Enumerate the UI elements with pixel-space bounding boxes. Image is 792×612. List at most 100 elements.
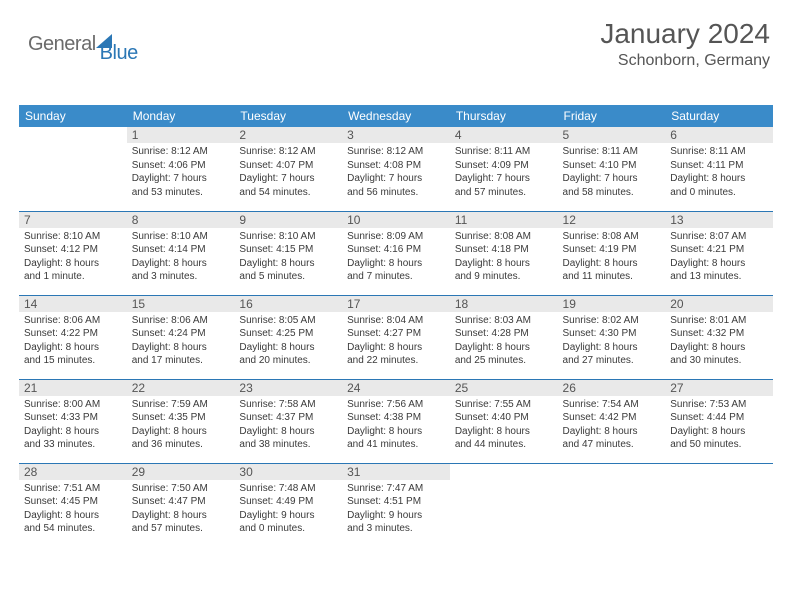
calendar-day-cell: 4Sunrise: 8:11 AMSunset: 4:09 PMDaylight… bbox=[450, 127, 558, 211]
day-number: 27 bbox=[665, 380, 773, 396]
day-detail-line: Sunset: 4:44 PM bbox=[670, 411, 768, 425]
day-detail-line: and 30 minutes. bbox=[670, 354, 768, 368]
day-number: 20 bbox=[665, 296, 773, 312]
calendar-day-cell: 21Sunrise: 8:00 AMSunset: 4:33 PMDayligh… bbox=[19, 379, 127, 463]
day-detail-line: Sunset: 4:06 PM bbox=[132, 159, 230, 173]
day-detail-line: Daylight: 8 hours bbox=[24, 509, 122, 523]
day-detail-line: Sunset: 4:37 PM bbox=[239, 411, 337, 425]
day-number: 9 bbox=[234, 212, 342, 228]
day-number: 8 bbox=[127, 212, 235, 228]
calendar-week-row: 28Sunrise: 7:51 AMSunset: 4:45 PMDayligh… bbox=[19, 463, 773, 547]
day-detail-line: and 54 minutes. bbox=[239, 186, 337, 200]
day-detail-line: Sunset: 4:30 PM bbox=[563, 327, 661, 341]
day-details: Sunrise: 7:53 AMSunset: 4:44 PMDaylight:… bbox=[665, 396, 773, 456]
weekday-header: Friday bbox=[558, 105, 666, 127]
day-detail-line: Sunrise: 8:01 AM bbox=[670, 314, 768, 328]
day-detail-line: Daylight: 9 hours bbox=[239, 509, 337, 523]
day-detail-line: and 41 minutes. bbox=[347, 438, 445, 452]
day-details: Sunrise: 8:03 AMSunset: 4:28 PMDaylight:… bbox=[450, 312, 558, 372]
day-detail-line: Sunset: 4:35 PM bbox=[132, 411, 230, 425]
day-detail-line: and 58 minutes. bbox=[563, 186, 661, 200]
day-detail-line: Sunrise: 7:54 AM bbox=[563, 398, 661, 412]
day-detail-line: Sunset: 4:09 PM bbox=[455, 159, 553, 173]
day-detail-line: and 5 minutes. bbox=[239, 270, 337, 284]
calendar-day-cell: 14Sunrise: 8:06 AMSunset: 4:22 PMDayligh… bbox=[19, 295, 127, 379]
day-details: Sunrise: 8:02 AMSunset: 4:30 PMDaylight:… bbox=[558, 312, 666, 372]
day-detail-line: Sunset: 4:21 PM bbox=[670, 243, 768, 257]
day-detail-line: Sunrise: 8:02 AM bbox=[563, 314, 661, 328]
day-detail-line: Sunrise: 8:07 AM bbox=[670, 230, 768, 244]
day-number: 26 bbox=[558, 380, 666, 396]
day-detail-line: Sunrise: 8:05 AM bbox=[239, 314, 337, 328]
day-detail-line: Sunset: 4:47 PM bbox=[132, 495, 230, 509]
day-detail-line: and 38 minutes. bbox=[239, 438, 337, 452]
day-number: 16 bbox=[234, 296, 342, 312]
day-detail-line: and 9 minutes. bbox=[455, 270, 553, 284]
day-details: Sunrise: 7:55 AMSunset: 4:40 PMDaylight:… bbox=[450, 396, 558, 456]
day-detail-line: Sunset: 4:22 PM bbox=[24, 327, 122, 341]
day-details: Sunrise: 8:01 AMSunset: 4:32 PMDaylight:… bbox=[665, 312, 773, 372]
day-number: 7 bbox=[19, 212, 127, 228]
day-detail-line: Sunset: 4:07 PM bbox=[239, 159, 337, 173]
day-details: Sunrise: 8:07 AMSunset: 4:21 PMDaylight:… bbox=[665, 228, 773, 288]
day-detail-line: Daylight: 8 hours bbox=[670, 341, 768, 355]
day-detail-line: Sunrise: 8:08 AM bbox=[563, 230, 661, 244]
day-detail-line: Daylight: 8 hours bbox=[455, 425, 553, 439]
day-detail-line: and 22 minutes. bbox=[347, 354, 445, 368]
day-detail-line: Sunset: 4:08 PM bbox=[347, 159, 445, 173]
day-detail-line: and 13 minutes. bbox=[670, 270, 768, 284]
day-details: Sunrise: 8:09 AMSunset: 4:16 PMDaylight:… bbox=[342, 228, 450, 288]
day-detail-line: and 36 minutes. bbox=[132, 438, 230, 452]
brand-logo: General Blue bbox=[28, 24, 138, 65]
day-details: Sunrise: 8:11 AMSunset: 4:09 PMDaylight:… bbox=[450, 143, 558, 203]
day-details: Sunrise: 8:08 AMSunset: 4:19 PMDaylight:… bbox=[558, 228, 666, 288]
day-number: 23 bbox=[234, 380, 342, 396]
calendar-day-cell: 24Sunrise: 7:56 AMSunset: 4:38 PMDayligh… bbox=[342, 379, 450, 463]
day-number: 1 bbox=[127, 127, 235, 143]
day-detail-line: Daylight: 8 hours bbox=[132, 341, 230, 355]
day-details: Sunrise: 8:11 AMSunset: 4:10 PMDaylight:… bbox=[558, 143, 666, 203]
day-detail-line: Sunrise: 8:03 AM bbox=[455, 314, 553, 328]
day-detail-line: and 57 minutes. bbox=[455, 186, 553, 200]
day-details: Sunrise: 8:10 AMSunset: 4:14 PMDaylight:… bbox=[127, 228, 235, 288]
calendar-day-cell: 25Sunrise: 7:55 AMSunset: 4:40 PMDayligh… bbox=[450, 379, 558, 463]
weekday-header: Sunday bbox=[19, 105, 127, 127]
calendar-day-cell: 17Sunrise: 8:04 AMSunset: 4:27 PMDayligh… bbox=[342, 295, 450, 379]
day-detail-line: Sunset: 4:25 PM bbox=[239, 327, 337, 341]
day-details: Sunrise: 8:10 AMSunset: 4:12 PMDaylight:… bbox=[19, 228, 127, 288]
calendar-day-cell: 13Sunrise: 8:07 AMSunset: 4:21 PMDayligh… bbox=[665, 211, 773, 295]
calendar-day-cell: 5Sunrise: 8:11 AMSunset: 4:10 PMDaylight… bbox=[558, 127, 666, 211]
day-detail-line: Sunset: 4:27 PM bbox=[347, 327, 445, 341]
day-detail-line: Daylight: 8 hours bbox=[670, 425, 768, 439]
calendar-day-cell: 12Sunrise: 8:08 AMSunset: 4:19 PMDayligh… bbox=[558, 211, 666, 295]
day-detail-line: Sunrise: 7:59 AM bbox=[132, 398, 230, 412]
day-detail-line: Daylight: 7 hours bbox=[132, 172, 230, 186]
calendar-day-cell: 27Sunrise: 7:53 AMSunset: 4:44 PMDayligh… bbox=[665, 379, 773, 463]
day-detail-line: Sunrise: 8:11 AM bbox=[455, 145, 553, 159]
day-detail-line: and 3 minutes. bbox=[347, 522, 445, 536]
calendar-day-cell: 7Sunrise: 8:10 AMSunset: 4:12 PMDaylight… bbox=[19, 211, 127, 295]
calendar-day-cell: 18Sunrise: 8:03 AMSunset: 4:28 PMDayligh… bbox=[450, 295, 558, 379]
day-number: 17 bbox=[342, 296, 450, 312]
day-detail-line: Daylight: 7 hours bbox=[347, 172, 445, 186]
day-number: 29 bbox=[127, 464, 235, 480]
day-number: 15 bbox=[127, 296, 235, 312]
day-detail-line: Daylight: 8 hours bbox=[347, 341, 445, 355]
day-detail-line: Daylight: 7 hours bbox=[563, 172, 661, 186]
calendar-day-cell: 19Sunrise: 8:02 AMSunset: 4:30 PMDayligh… bbox=[558, 295, 666, 379]
day-detail-line: and 54 minutes. bbox=[24, 522, 122, 536]
day-number: 10 bbox=[342, 212, 450, 228]
day-detail-line: Daylight: 8 hours bbox=[563, 425, 661, 439]
day-detail-line: Sunset: 4:14 PM bbox=[132, 243, 230, 257]
day-details: Sunrise: 8:06 AMSunset: 4:22 PMDaylight:… bbox=[19, 312, 127, 372]
calendar-week-row: 7Sunrise: 8:10 AMSunset: 4:12 PMDaylight… bbox=[19, 211, 773, 295]
calendar-day-cell: 3Sunrise: 8:12 AMSunset: 4:08 PMDaylight… bbox=[342, 127, 450, 211]
day-detail-line: and 1 minute. bbox=[24, 270, 122, 284]
day-number: 28 bbox=[19, 464, 127, 480]
day-detail-line: and 0 minutes. bbox=[670, 186, 768, 200]
day-details: Sunrise: 8:00 AMSunset: 4:33 PMDaylight:… bbox=[19, 396, 127, 456]
weekday-header: Thursday bbox=[450, 105, 558, 127]
calendar-day-cell: 31Sunrise: 7:47 AMSunset: 4:51 PMDayligh… bbox=[342, 463, 450, 547]
calendar-week-row: 14Sunrise: 8:06 AMSunset: 4:22 PMDayligh… bbox=[19, 295, 773, 379]
day-detail-line: Sunset: 4:10 PM bbox=[563, 159, 661, 173]
